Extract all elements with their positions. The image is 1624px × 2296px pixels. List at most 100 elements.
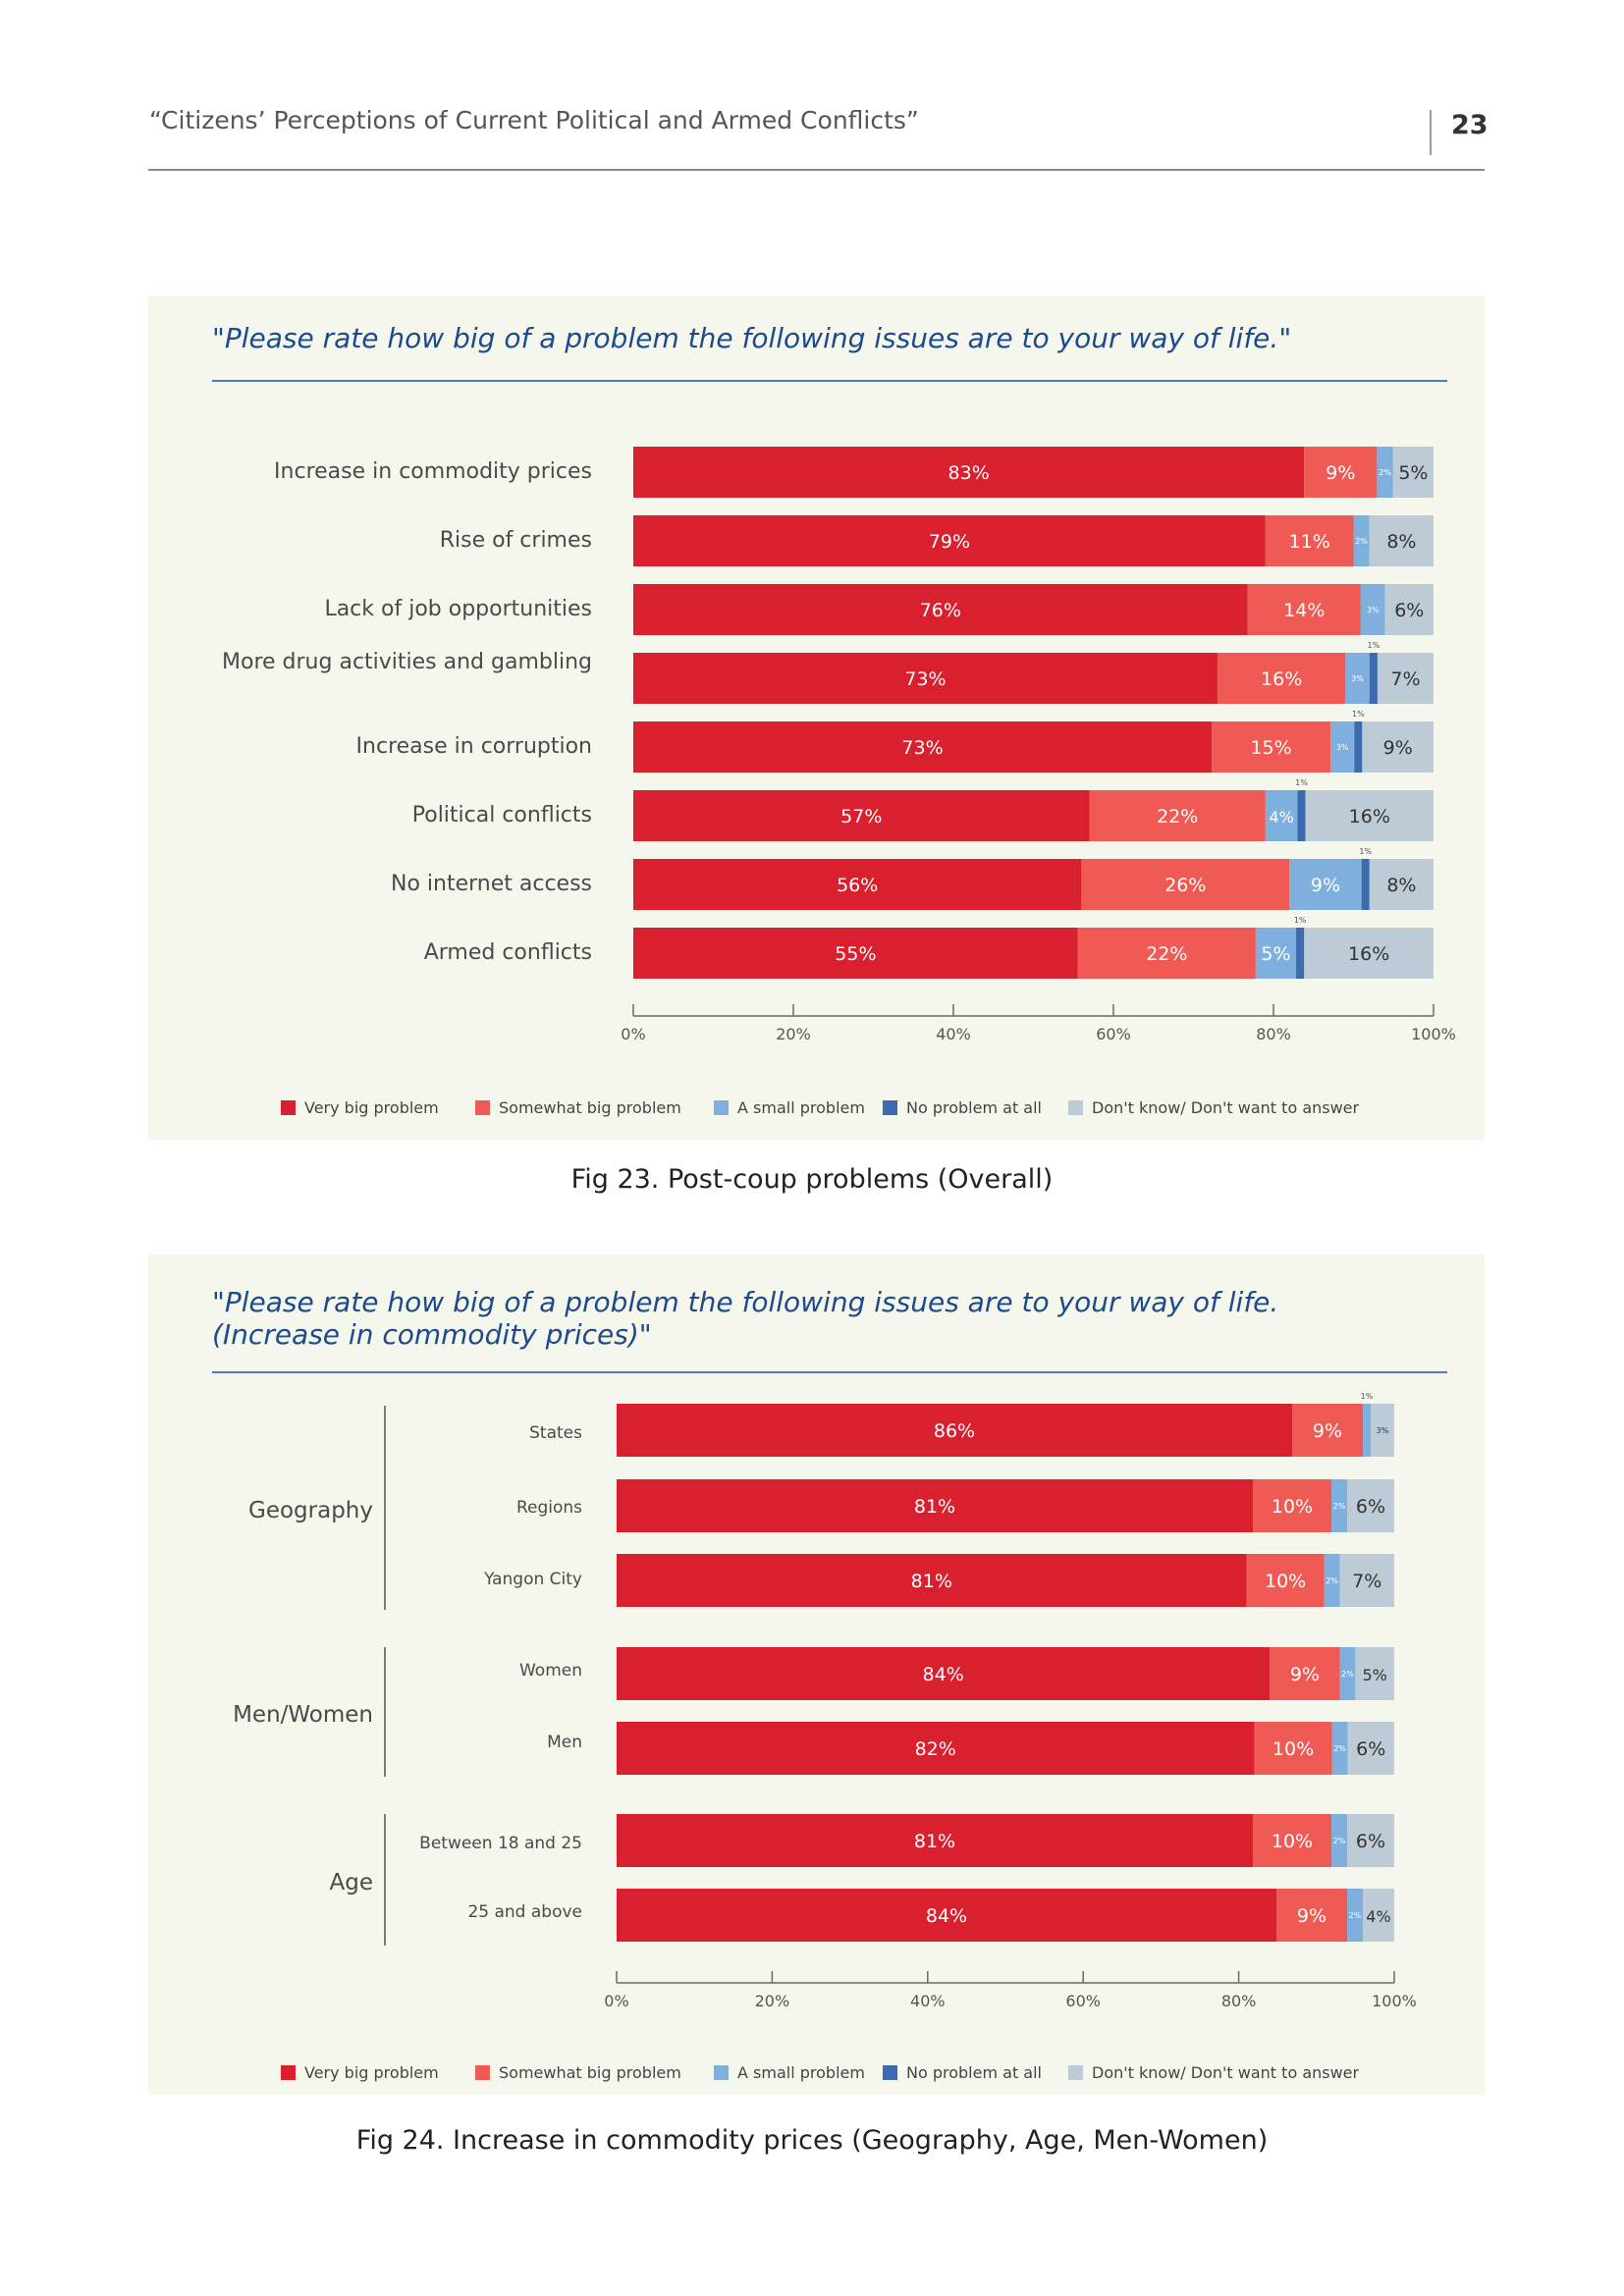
fig23-label-1-5: 22% <box>1157 806 1198 828</box>
fig24-category-2: Yangon City <box>483 1570 582 1589</box>
fig24-bar-1-4 <box>1254 1722 1332 1775</box>
fig23-bar-0-4 <box>633 721 1213 773</box>
fig24-x-tick-label-4: 80% <box>1221 1992 1257 2010</box>
fig24-bar-2-6 <box>1347 1889 1363 1942</box>
fig24-category-4: Men <box>547 1733 582 1752</box>
fig23-panel <box>148 296 1485 1140</box>
fig23-bar-1-2 <box>1247 584 1361 635</box>
fig24-group-label-2: Age <box>330 1870 373 1896</box>
fig23-question: "Please rate how big of a problem the fo… <box>212 322 1292 354</box>
fig24-legend-label-3: No problem at all <box>906 2063 1042 2082</box>
fig23-label-4-6: 8% <box>1386 875 1416 896</box>
fig24-bar-1-2 <box>1246 1554 1325 1607</box>
fig23-bar-2-2 <box>1360 584 1385 635</box>
fig23-legend-label-2: A small problem <box>737 1098 865 1117</box>
fig23-label-2-5: 4% <box>1269 808 1293 827</box>
fig24-bar-4-4 <box>1347 1722 1394 1775</box>
fig24-legend-label-4: Don't know/ Don't want to answer <box>1092 2063 1360 2082</box>
fig23-bar-3-5 <box>1297 790 1306 841</box>
fig24-bar-1-1 <box>1253 1479 1331 1532</box>
fig23-bar-4-4 <box>1362 721 1434 773</box>
fig23-label-3-4: 1% <box>1352 710 1365 719</box>
fig23-bar-2-4 <box>1330 721 1355 773</box>
fig24-label-2-6: 2% <box>1349 1911 1362 1920</box>
fig24-label-0-3: 84% <box>923 1664 964 1685</box>
fig24-question: "Please rate how big of a problem the fo… <box>212 1286 1279 1351</box>
fig23-label-2-6: 9% <box>1311 875 1340 896</box>
fig24-bar-2-0 <box>1363 1404 1371 1457</box>
fig24-bar-2-3 <box>1339 1647 1356 1700</box>
fig24-label-1-6: 9% <box>1297 1905 1326 1927</box>
fig24-bar-4-5 <box>1347 1814 1394 1867</box>
fig24-label-0-1: 81% <box>914 1496 955 1518</box>
fig23-label-0-5: 57% <box>840 806 882 828</box>
fig24-x-tick-label-2: 40% <box>910 1992 946 2010</box>
fig24-bar-0-2 <box>617 1554 1247 1607</box>
fig24-label-0-4: 82% <box>915 1738 956 1760</box>
fig23-label-0-1: 79% <box>929 531 970 553</box>
fig24-bar-4-1 <box>1347 1479 1394 1532</box>
fig24-legend-swatch-1 <box>475 2065 490 2080</box>
fig24-label-1-1: 10% <box>1272 1496 1313 1518</box>
fig24-bar-4-3 <box>1355 1647 1394 1700</box>
fig24-label-2-4: 2% <box>1333 1744 1346 1753</box>
fig23-bar-3-3 <box>1369 653 1378 704</box>
fig23-bar-2-0 <box>1377 447 1393 498</box>
fig23-bar-1-5 <box>1089 790 1266 841</box>
fig24-bar-1-3 <box>1270 1647 1340 1700</box>
fig23-label-4-7: 16% <box>1348 943 1389 965</box>
fig23-category-1: Rise of crimes <box>440 528 592 553</box>
fig23-label-0-3: 73% <box>904 668 946 690</box>
fig23-legend-swatch-3 <box>883 1100 897 1115</box>
fig23-bar-2-6 <box>1289 859 1362 910</box>
fig23-bar-1-3 <box>1217 653 1346 704</box>
fig23-bar-1-4 <box>1212 721 1331 773</box>
fig23-label-0-2: 76% <box>920 600 961 621</box>
fig23-label-2-1: 2% <box>1355 537 1368 546</box>
fig23-bar-0-6 <box>633 859 1082 910</box>
fig23-label-3-6: 1% <box>1359 847 1372 856</box>
fig24-x-tick-label-5: 100% <box>1372 1992 1417 2010</box>
fig24-label-4-6: 4% <box>1366 1907 1390 1926</box>
fig24-bar-2-4 <box>1331 1722 1348 1775</box>
fig24-label-4-0: 3% <box>1377 1426 1389 1435</box>
fig24-x-tick-label-3: 60% <box>1065 1992 1101 2010</box>
fig23-label-4-2: 6% <box>1394 600 1424 621</box>
fig23-bar-0-1 <box>633 515 1266 566</box>
fig23-category-6: No internet access <box>391 872 592 896</box>
fig23-x-tick-label-0: 0% <box>621 1025 645 1043</box>
fig23-label-4-4: 9% <box>1383 737 1413 759</box>
fig23-bar-4-6 <box>1369 859 1434 910</box>
fig23-legend-label-4: Don't know/ Don't want to answer <box>1092 1098 1360 1117</box>
fig23-legend-swatch-2 <box>714 1100 729 1115</box>
fig23-bar-2-3 <box>1345 653 1370 704</box>
fig24-group-label-1: Men/Women <box>233 1702 373 1728</box>
fig23-label-4-0: 5% <box>1398 462 1428 484</box>
fig23-bar-0-5 <box>633 790 1090 841</box>
fig24-bar-0-6 <box>617 1889 1276 1942</box>
fig24-category-3: Women <box>519 1661 582 1681</box>
fig23-bar-4-7 <box>1304 928 1434 979</box>
fig24-label-1-0: 9% <box>1313 1420 1342 1442</box>
fig23-x-tick-label-2: 40% <box>936 1025 971 1043</box>
fig23-label-3-3: 1% <box>1368 641 1380 650</box>
fig23-bar-4-5 <box>1305 790 1434 841</box>
fig24-bar-4-6 <box>1363 1889 1394 1942</box>
fig23-label-4-1: 8% <box>1386 531 1416 553</box>
fig23-label-2-2: 3% <box>1367 606 1380 614</box>
fig23-label-1-1: 11% <box>1289 531 1330 553</box>
fig24-bar-0-0 <box>617 1404 1292 1457</box>
fig24-label-0-2: 81% <box>911 1571 952 1592</box>
fig24-label-0-0: 86% <box>934 1420 975 1442</box>
fig24-label-1-5: 10% <box>1272 1831 1313 1852</box>
fig24-group-label-0: Geography <box>248 1498 373 1523</box>
fig24-category-5: Between 18 and 25 <box>419 1834 582 1853</box>
fig24-legend-swatch-0 <box>281 2065 296 2080</box>
fig23-legend-label-1: Somewhat big problem <box>499 1098 681 1117</box>
fig24-bar-4-2 <box>1339 1554 1394 1607</box>
fig24-label-1-4: 10% <box>1272 1738 1314 1760</box>
fig23-label-0-6: 56% <box>837 875 878 896</box>
fig23-category-7: Armed conflicts <box>424 940 592 965</box>
fig24-caption: Fig 24. Increase in commodity prices (Ge… <box>355 2125 1269 2156</box>
fig24-label-4-1: 6% <box>1356 1496 1385 1518</box>
